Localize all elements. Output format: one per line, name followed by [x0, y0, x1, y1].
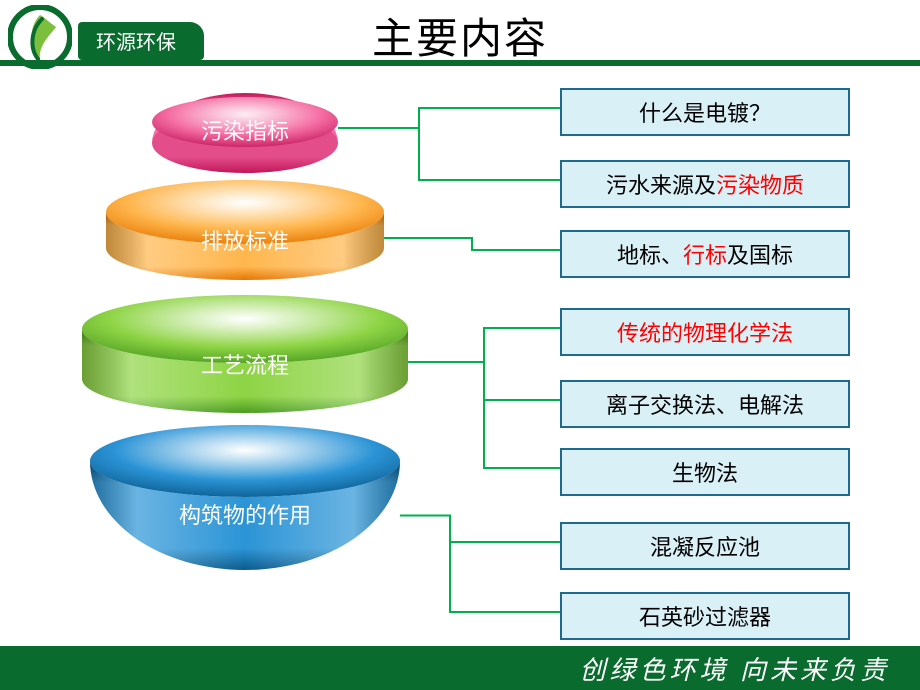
info-box-text: 地标、	[617, 243, 683, 268]
segment-label: 排放标准	[201, 224, 289, 256]
info-box-5: 生物法	[560, 448, 850, 496]
info-box-text: 及国标	[727, 243, 793, 268]
info-box-2: 地标、行标及国标	[560, 230, 850, 278]
segment-label: 构筑物的作用	[179, 498, 311, 530]
info-box-text: 污水来源及	[606, 173, 716, 198]
info-box-text: 生物法	[672, 461, 738, 486]
info-box-4: 离子交换法、电解法	[560, 380, 850, 428]
header: 主要内容 环源环保	[0, 0, 920, 70]
info-box-text: 离子交换法、电解法	[606, 393, 804, 418]
segment-stack: 污染指标排放标准工艺流程构筑物的作用	[80, 85, 410, 625]
info-box-text: 混凝反应池	[650, 535, 760, 560]
footer-slogan: 创绿色环境 向未来负责	[0, 646, 920, 690]
segment-2: 工艺流程	[82, 295, 408, 413]
info-box-6: 混凝反应池	[560, 522, 850, 570]
info-box-7: 石英砂过滤器	[560, 592, 850, 640]
segment-label: 工艺流程	[201, 348, 289, 380]
info-box-1: 污水来源及污染物质	[560, 160, 850, 208]
segment-0: 污染指标	[152, 93, 338, 173]
header-divider	[0, 60, 920, 66]
segment-label: 污染指标	[201, 114, 289, 146]
info-box-0: 什么是电镀？	[560, 88, 850, 136]
info-box-text: 什么是电镀？	[639, 101, 771, 126]
brand-label: 环源环保	[78, 22, 204, 60]
info-box-3: 传统的物理化学法	[560, 308, 850, 356]
segment-3: 构筑物的作用	[90, 425, 400, 570]
segment-1: 排放标准	[106, 180, 384, 280]
info-box-text: 行标	[683, 243, 727, 268]
info-box-text: 传统的物理化学法	[617, 321, 793, 346]
info-box-text: 石英砂过滤器	[639, 605, 771, 630]
info-box-text: 污染物质	[716, 173, 804, 198]
